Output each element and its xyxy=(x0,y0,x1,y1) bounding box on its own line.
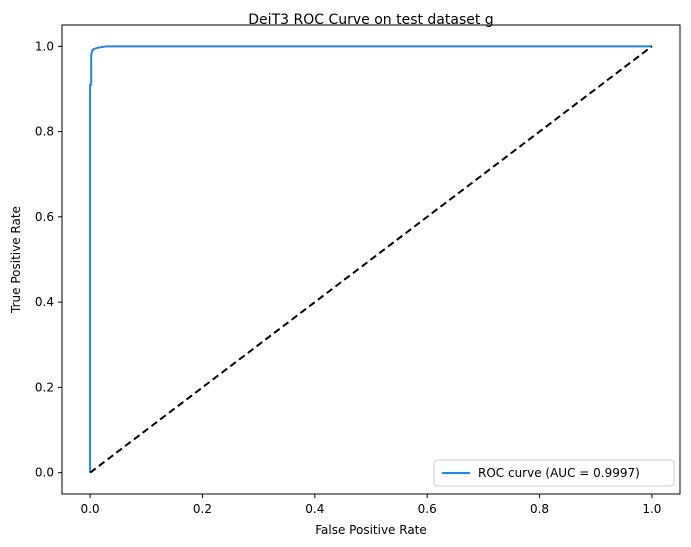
y-tick-label: 0.2 xyxy=(35,380,54,394)
x-tick-label: 0.6 xyxy=(418,502,437,516)
legend: ROC curve (AUC = 0.9997) xyxy=(433,459,675,487)
legend-box xyxy=(433,459,675,487)
y-tick-label: 0.6 xyxy=(35,210,54,224)
roc-curve-line xyxy=(89,45,652,473)
y-axis-label: True Positive Rate xyxy=(9,206,23,314)
chance-diagonal-line xyxy=(89,45,653,474)
legend-label: ROC curve (AUC = 0.9997) xyxy=(478,466,640,480)
x-tick-label: 0.2 xyxy=(193,502,212,516)
x-axis-ticks: 0.0 0.2 0.4 0.6 0.8 1.0 xyxy=(81,494,661,516)
y-tick-label: 1.0 xyxy=(35,39,54,53)
x-tick-label: 0.0 xyxy=(81,502,100,516)
y-tick-label: 0.8 xyxy=(35,125,54,139)
x-tick-label: 1.0 xyxy=(642,502,661,516)
chart-title: DeiT3 ROC Curve on test dataset g xyxy=(248,12,493,28)
x-tick-label: 0.4 xyxy=(305,502,324,516)
y-tick-label: 0.0 xyxy=(35,466,54,480)
y-tick-label: 0.4 xyxy=(35,295,54,309)
plot-frame xyxy=(61,24,681,495)
x-axis-label: False Positive Rate xyxy=(315,523,427,537)
y-axis-ticks: 0.0 0.2 0.4 0.6 0.8 1.0 xyxy=(35,39,62,480)
x-tick-label: 0.8 xyxy=(530,502,549,516)
